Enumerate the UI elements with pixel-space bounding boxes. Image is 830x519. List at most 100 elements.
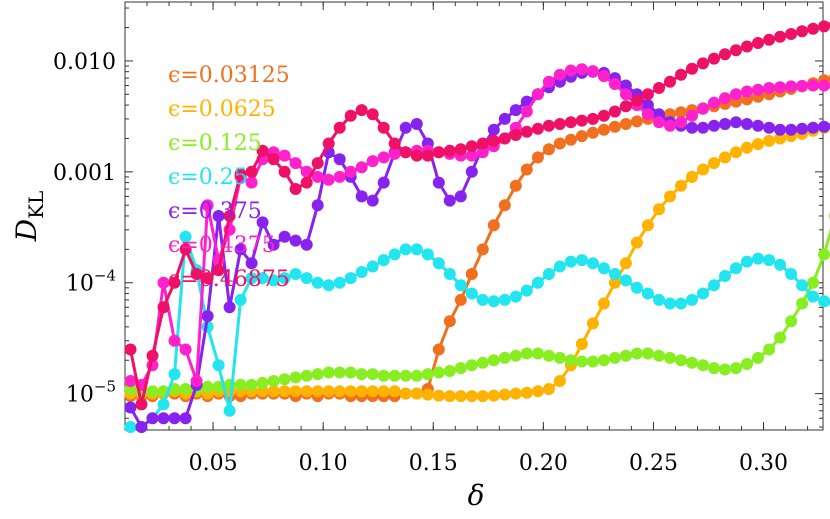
data-point [168, 412, 181, 425]
x-tick-label: 0.05 [189, 451, 238, 476]
data-point [686, 109, 698, 122]
data-point [597, 123, 610, 136]
data-point [377, 369, 390, 382]
svg-text:DKL: DKL [10, 191, 48, 243]
data-point [730, 88, 742, 101]
data-point [278, 165, 291, 178]
data-point [653, 349, 665, 362]
data-point [311, 276, 324, 289]
data-point [157, 398, 170, 411]
data-point [289, 183, 302, 195]
data-point [465, 140, 478, 153]
data-point [542, 143, 555, 156]
data-point [179, 230, 192, 243]
data-point [256, 216, 269, 229]
data-point [763, 254, 776, 267]
data-point [564, 133, 577, 146]
data-point [774, 258, 787, 271]
data-point [135, 398, 148, 411]
data-point [542, 349, 555, 362]
data-point [741, 118, 753, 130]
data-point [586, 355, 599, 368]
data-point [443, 365, 456, 377]
data-point [498, 199, 511, 212]
x-axis: 0.05 0.10 0.15 0.20 0.25 0.30 [146, 2, 809, 476]
data-point [267, 375, 280, 387]
data-point [597, 354, 610, 367]
data-point [443, 194, 456, 207]
data-point [322, 137, 335, 150]
data-point [653, 82, 665, 94]
data-point [719, 363, 731, 376]
data-point [619, 349, 632, 362]
data-point [388, 385, 401, 398]
data-point [124, 401, 137, 414]
data-point [531, 347, 544, 360]
data-point [135, 421, 148, 433]
data-point [146, 412, 159, 425]
data-point [289, 385, 302, 398]
data-point [774, 30, 787, 43]
data-point [399, 121, 412, 134]
data-point [344, 385, 357, 398]
data-point [597, 70, 610, 83]
data-point [575, 63, 588, 76]
legend-entry: ϵ=0.46875 [168, 267, 290, 292]
data-point [653, 116, 665, 129]
data-point [245, 165, 258, 178]
data-point [807, 22, 820, 35]
data-point [476, 243, 489, 256]
data-point [597, 262, 610, 275]
y-tick-label: 0.010 [53, 50, 116, 75]
data-point [653, 293, 665, 306]
data-point [421, 248, 434, 261]
data-point [443, 144, 456, 157]
data-point [267, 238, 280, 251]
data-point [377, 151, 390, 164]
data-point [366, 155, 379, 168]
data-point [719, 270, 731, 282]
data-point [531, 88, 544, 101]
data-point [575, 130, 588, 143]
y-axis-label-main: D [10, 219, 43, 242]
data-point [553, 351, 566, 364]
data-point [719, 48, 731, 61]
data-point [664, 119, 676, 132]
data-point [763, 121, 776, 134]
data-point [487, 134, 500, 147]
data-point [311, 157, 324, 170]
data-point [763, 134, 776, 147]
data-point [267, 385, 280, 398]
data-point [355, 266, 368, 278]
data-point [796, 122, 809, 135]
legend-entry: ϵ=0.4375 [168, 233, 276, 258]
data-point [256, 385, 269, 398]
data-point [564, 255, 577, 268]
data-point [697, 287, 709, 300]
data-point [432, 176, 445, 189]
data-point [300, 369, 313, 382]
data-point [708, 362, 720, 375]
data-point [355, 161, 368, 174]
data-point [465, 149, 478, 162]
data-point [818, 79, 830, 92]
data-point [421, 388, 434, 401]
data-point [190, 268, 203, 280]
data-point [575, 114, 588, 127]
data-point [311, 385, 324, 398]
data-point [641, 99, 654, 112]
data-point [586, 65, 599, 78]
data-point [234, 168, 247, 181]
data-point [476, 137, 489, 150]
data-point [686, 170, 698, 183]
data-point [245, 272, 258, 285]
data-point [157, 276, 170, 289]
data-point [278, 272, 291, 285]
data-point [553, 375, 566, 387]
data-point [289, 157, 302, 170]
data-point [465, 359, 478, 372]
data-point [201, 310, 214, 323]
data-point [234, 378, 247, 391]
data-point [432, 366, 445, 379]
data-point [454, 390, 467, 403]
